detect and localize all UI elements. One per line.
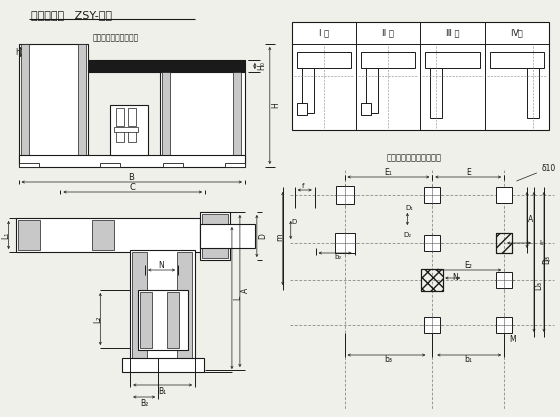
Bar [496,272,512,288]
Text: b₁: b₁ [464,356,472,364]
Bar [200,224,255,248]
Bar [202,214,228,258]
Bar [128,108,136,126]
Text: b₂: b₂ [334,254,341,260]
Bar [292,22,549,130]
Text: l₂: l₂ [539,240,544,246]
Text: H: H [271,102,281,108]
Bar [225,163,245,167]
Text: Ⅳ型: Ⅳ型 [510,28,523,38]
Text: h: h [15,48,20,56]
Text: C: C [129,183,135,191]
Text: B₁: B₁ [158,387,166,395]
Text: E₁: E₁ [385,168,393,176]
Text: D: D [258,233,267,239]
Text: B₂: B₂ [140,399,148,407]
Text: L: L [234,296,242,300]
Text: B: B [128,173,134,181]
Bar [18,155,245,167]
Bar [424,317,440,333]
Bar [160,72,245,165]
Bar [177,252,192,358]
Text: D₁: D₁ [405,205,413,211]
Bar [424,187,440,203]
Bar [18,44,88,165]
Text: A: A [241,287,250,293]
Bar [128,130,136,142]
Text: D₃: D₃ [543,256,552,264]
Bar [496,233,512,253]
Text: Ⅱ 型: Ⅱ 型 [382,28,394,38]
Bar [140,292,152,348]
Bar [132,252,147,358]
Bar [110,105,148,155]
Text: 电动机与减速器中心线: 电动机与减速器中心线 [92,33,138,43]
Text: H₀: H₀ [258,62,267,70]
Bar [302,68,314,113]
Bar [78,44,86,165]
Text: E: E [466,168,470,176]
Bar [167,292,179,348]
Bar [335,233,354,253]
Bar [361,52,416,68]
Text: m: m [276,234,284,241]
Bar [496,233,512,253]
Bar [297,52,351,68]
Bar [527,68,539,118]
Bar [233,72,241,165]
Text: f: f [301,183,304,189]
Bar [21,44,29,165]
Bar [297,103,307,115]
Text: L₂: L₂ [93,315,102,323]
Text: D₂: D₂ [403,232,412,238]
Bar [138,290,188,350]
Text: M: M [509,336,516,344]
Bar [130,250,195,360]
Bar [18,163,39,167]
Bar [424,235,440,251]
Bar [366,68,378,113]
Bar [100,163,120,167]
Bar [200,212,230,260]
Bar [430,68,442,118]
Text: L₁: L₁ [1,231,10,239]
Bar [162,72,170,165]
Bar [426,52,480,68]
Text: D₃: D₃ [534,281,544,289]
Text: D: D [292,219,297,225]
Bar [114,127,138,132]
Bar [16,218,200,252]
Bar [489,52,544,68]
Text: N: N [158,261,164,269]
Text: b₃: b₃ [385,356,393,364]
Text: N: N [452,274,458,282]
Text: Ⅰ 型: Ⅰ 型 [319,28,329,38]
Bar [92,220,114,250]
Bar [163,163,183,167]
Text: A: A [529,214,534,224]
Bar [361,103,371,115]
Bar [421,269,444,291]
Bar [17,220,40,250]
Bar [116,130,124,142]
Text: l: l [543,259,553,261]
Text: 子系零件及轴间距位置图: 子系零件及轴间距位置图 [387,153,442,163]
Text: 驱动装置架   ZSY-系列: 驱动装置架 ZSY-系列 [31,10,111,20]
Bar [421,269,444,291]
Text: E₂: E₂ [464,261,472,271]
Bar [88,60,245,72]
Bar [496,187,512,203]
Bar [122,358,204,372]
Bar [116,108,124,126]
Bar [335,186,353,204]
Text: δ10: δ10 [517,163,556,181]
Text: Ⅲ 型: Ⅲ 型 [446,28,459,38]
Bar [496,317,512,333]
